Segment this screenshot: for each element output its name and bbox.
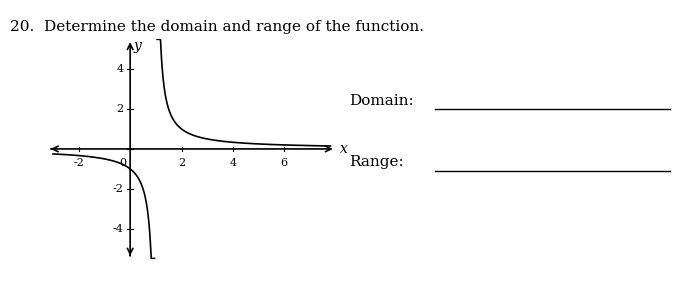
Text: 0: 0 — [119, 158, 126, 168]
Text: 2: 2 — [178, 158, 185, 168]
Text: y: y — [134, 39, 142, 53]
Text: 20.  Determine the domain and range of the function.: 20. Determine the domain and range of th… — [10, 20, 424, 34]
Text: -4: -4 — [113, 224, 124, 234]
Text: 4: 4 — [116, 64, 124, 74]
Text: 2: 2 — [116, 104, 124, 114]
Text: 6: 6 — [281, 158, 288, 168]
Text: x: x — [340, 142, 347, 156]
Text: -2: -2 — [73, 158, 84, 168]
Text: Range:: Range: — [349, 155, 404, 169]
Text: -2: -2 — [113, 184, 124, 194]
Text: Domain:: Domain: — [349, 94, 414, 108]
Text: 4: 4 — [229, 158, 236, 168]
